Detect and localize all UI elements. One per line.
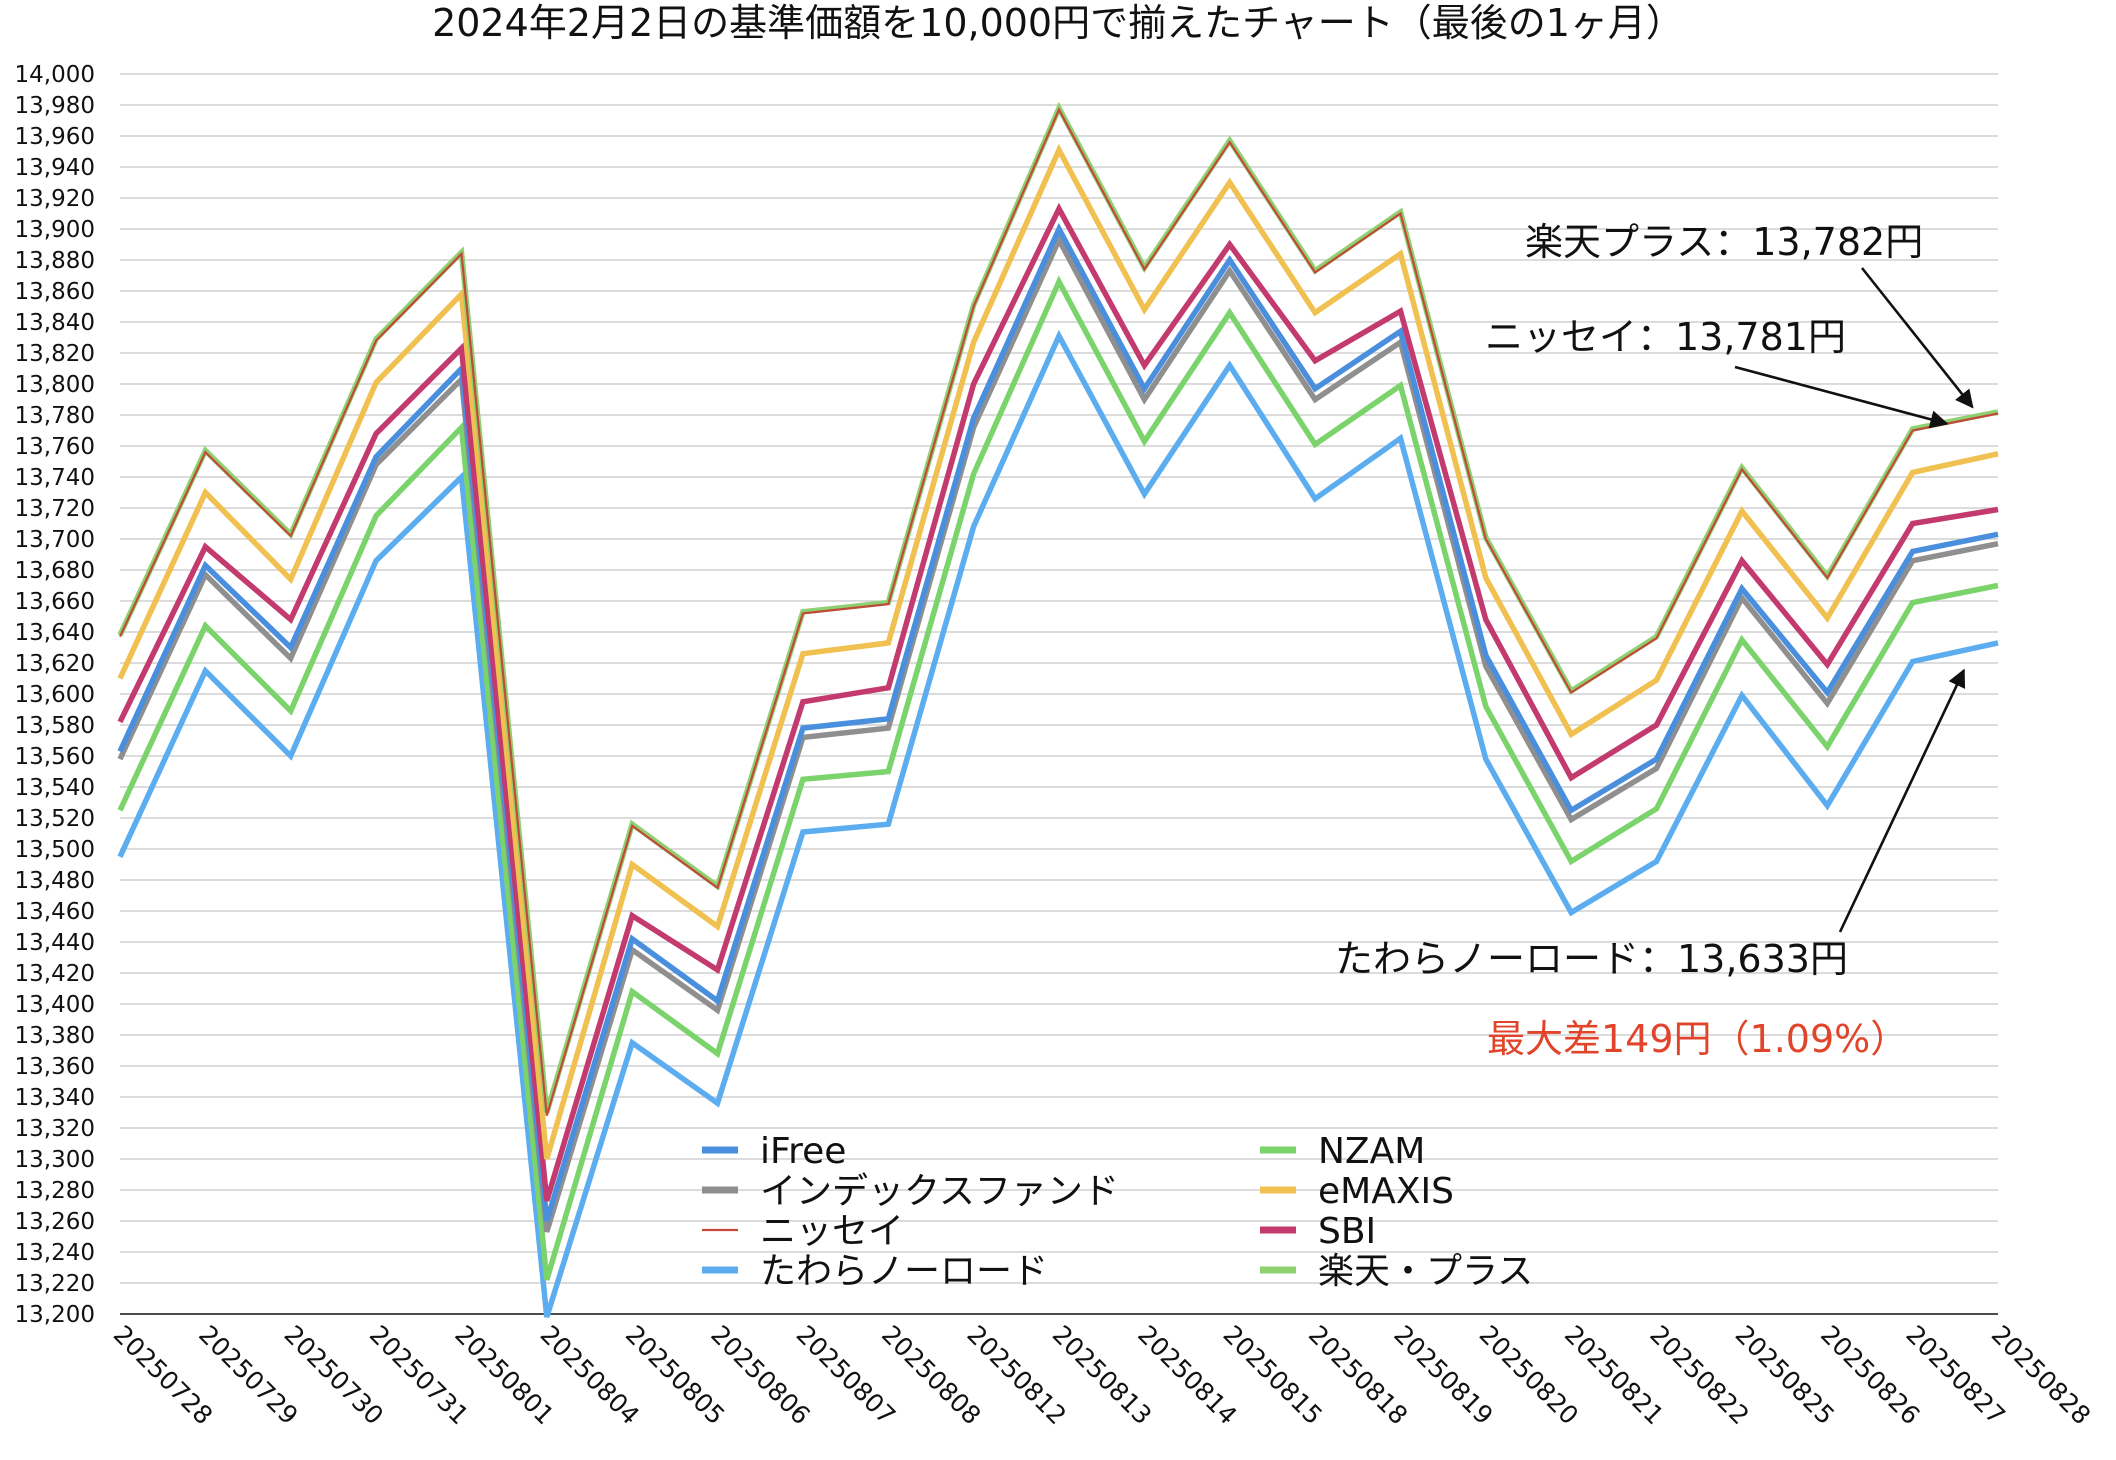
series-line <box>117 275 1999 1281</box>
y-tick-label: 13,360 <box>15 1054 95 1080</box>
y-tick-label: 13,500 <box>15 837 95 863</box>
y-tick-label: 13,640 <box>15 620 95 646</box>
y-tick-label: 13,440 <box>15 930 95 956</box>
y-tick-label: 13,320 <box>15 1116 95 1142</box>
series-line <box>119 107 1999 1116</box>
series-line <box>117 143 1999 1160</box>
series-line <box>117 329 1999 1318</box>
gridlines <box>120 73 1998 1284</box>
y-tick-label: 13,280 <box>15 1178 95 1204</box>
y-tick-label: 13,620 <box>15 651 95 677</box>
y-tick-label: 13,200 <box>15 1302 95 1328</box>
y-tick-label: 13,240 <box>15 1240 95 1266</box>
legend-entry: eMAXIS <box>1318 1171 1454 1212</box>
legend-entry: SBI <box>1318 1211 1376 1252</box>
y-tick-label: 13,460 <box>15 899 95 925</box>
legend-entry: iFree <box>760 1131 846 1172</box>
y-tick-label: 13,300 <box>15 1147 95 1173</box>
annotation-max-difference: 最大差149円（1.09%） <box>1487 1017 1908 1061</box>
chart-title: 2024年2月2日の基準価額を10,000円で揃えたチャート（最後の1ヶ月） <box>432 1 1684 45</box>
y-axis-ticks: 13,200 13,220 13,240 13,260 13,280 13,300 13,3… <box>15 62 95 1328</box>
y-tick-label: 13,900 <box>15 217 95 243</box>
y-tick-label: 13,960 <box>15 124 95 150</box>
y-tick-label: 13,860 <box>15 279 95 305</box>
y-tick-label: 13,800 <box>15 372 95 398</box>
annotation-tawara: たわらノーロード：13,633円 <box>1335 937 1848 981</box>
y-tick-label: 13,260 <box>15 1209 95 1235</box>
annotations: 楽天プラス：13,782円 ニッセイ：13,781円 たわらノーロード：13,6… <box>1335 220 1974 1061</box>
series-line <box>117 222 1999 1222</box>
y-tick-label: 13,340 <box>15 1085 95 1111</box>
annotation-rakuten-plus: 楽天プラス：13,782円 <box>1525 220 1923 264</box>
y-tick-label: 13,400 <box>15 992 95 1018</box>
y-tick-label: 13,480 <box>15 868 95 894</box>
y-tick-label: 13,420 <box>15 961 95 987</box>
y-tick-label: 13,980 <box>15 93 95 119</box>
y-tick-label: 13,780 <box>15 403 95 429</box>
y-tick-label: 13,940 <box>15 155 95 181</box>
y-tick-label: 13,520 <box>15 806 95 832</box>
y-tick-label: 13,880 <box>15 248 95 274</box>
annotation-nissay: ニッセイ：13,781円 <box>1485 315 1846 359</box>
y-tick-label: 13,540 <box>15 775 95 801</box>
annotation-arrow <box>1860 267 1974 409</box>
series-lines <box>117 101 1999 1318</box>
y-tick-label: 13,220 <box>15 1271 95 1297</box>
legend-entry: インデックスファンド <box>760 1171 1119 1212</box>
series-line <box>117 233 1999 1233</box>
legend-entry: NZAM <box>1318 1131 1425 1172</box>
series-line <box>117 202 1999 1202</box>
legend-entry: 楽天・プラス <box>1318 1251 1533 1292</box>
y-tick-label: 13,700 <box>15 527 95 553</box>
y-tick-label: 13,760 <box>15 434 95 460</box>
y-tick-label: 13,560 <box>15 744 95 770</box>
y-tick-label: 14,000 <box>15 62 95 88</box>
legend-entry: たわらノーロード <box>760 1251 1048 1292</box>
y-tick-label: 13,740 <box>15 465 95 491</box>
x-axis-ticks: 2025072820250729202507302025073120250801… <box>108 1320 2096 1430</box>
legend-entry: ニッセイ <box>760 1211 904 1252</box>
y-tick-label: 13,660 <box>15 589 95 615</box>
y-tick-label: 13,380 <box>15 1023 95 1049</box>
y-tick-label: 13,840 <box>15 310 95 336</box>
y-tick-label: 13,680 <box>15 558 95 584</box>
y-tick-label: 13,820 <box>15 341 95 367</box>
y-tick-label: 13,600 <box>15 682 95 708</box>
annotation-arrow <box>1734 365 1949 429</box>
y-tick-label: 13,580 <box>15 713 95 739</box>
y-tick-label: 13,720 <box>15 496 95 522</box>
annotation-arrow <box>1838 668 1966 933</box>
y-tick-label: 13,920 <box>15 186 95 212</box>
